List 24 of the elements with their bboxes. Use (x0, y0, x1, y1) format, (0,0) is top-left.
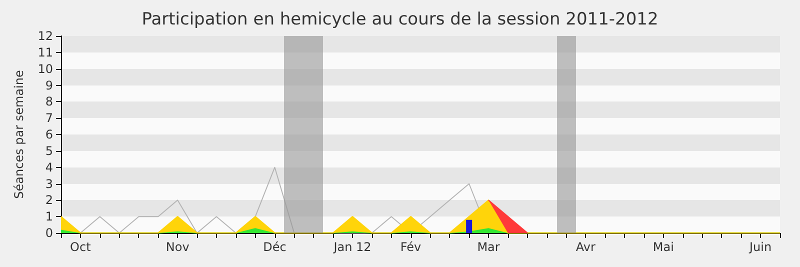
y-tick-label: 6 (45, 128, 53, 142)
x-tick-label: Jan 12 (332, 240, 372, 254)
x-tick-label: Nov (166, 240, 190, 254)
y-axis-title: Séances par semaine (12, 70, 26, 199)
x-tick-label: Juin (748, 240, 772, 254)
chart-title: Participation en hemicycle au cours de la session 2011-2012 (142, 10, 658, 30)
y-tick-label: 5 (45, 144, 53, 158)
y-tick-label: 2 (45, 193, 53, 208)
x-tick-label: Avr (576, 240, 596, 254)
y-tick-label: 8 (45, 94, 53, 109)
x-tick-label: Oct (70, 240, 92, 254)
y-tick-label: 3 (45, 176, 53, 191)
x-tick-label: Mai (652, 240, 674, 254)
y-tick-label: 1 (45, 210, 53, 224)
y-tick-label: 11 (38, 45, 53, 60)
y-tick-label: 10 (38, 62, 53, 76)
y-tick-label: 4 (45, 160, 53, 174)
x-tick-label: Déc (263, 240, 286, 254)
y-tick-label: 9 (45, 78, 53, 92)
y-tick-label: 12 (38, 29, 53, 43)
y-tick-label: 7 (45, 111, 53, 126)
x-tick-label: Mar (477, 240, 500, 254)
y-tick-label: 0 (45, 226, 53, 240)
x-tick-label: Fév (400, 240, 422, 254)
